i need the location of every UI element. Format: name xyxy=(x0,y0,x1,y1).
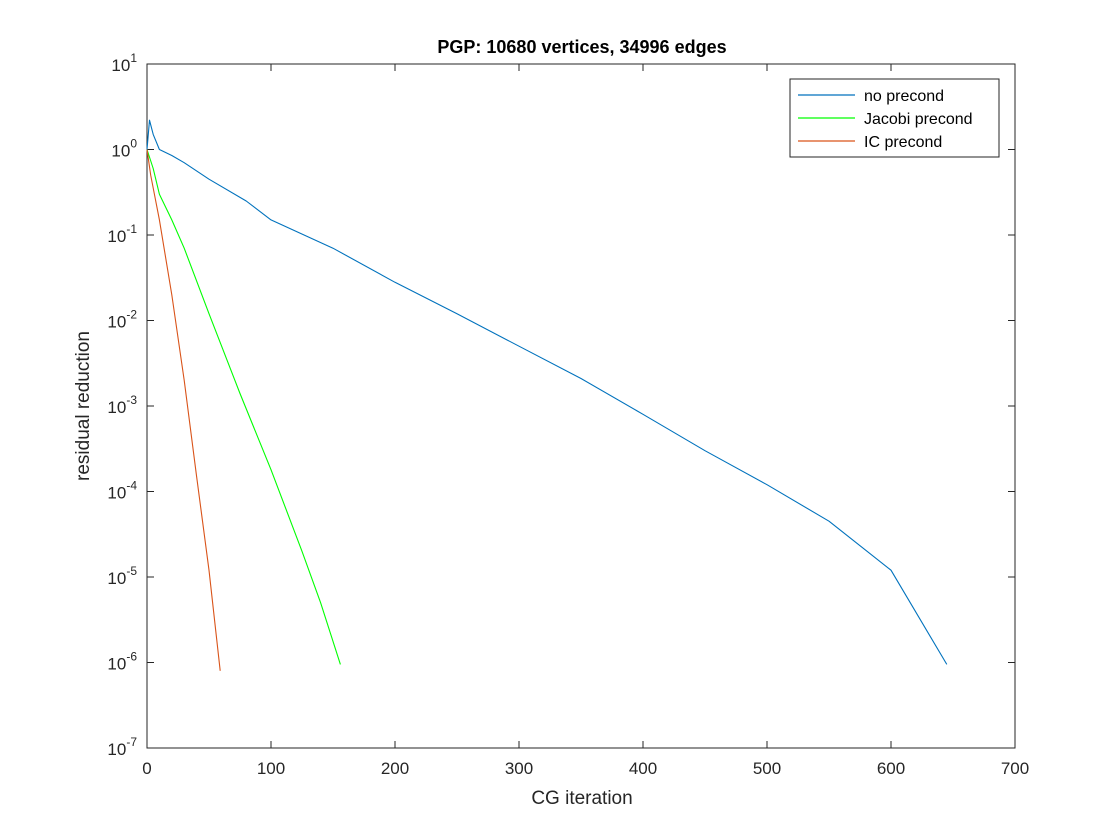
y-tick-label: 10-7 xyxy=(107,735,137,759)
x-tick-label: 0 xyxy=(142,759,151,778)
x-tick-label: 600 xyxy=(877,759,905,778)
x-tick-label: 100 xyxy=(257,759,285,778)
series-lines xyxy=(146,119,948,671)
y-axis-label: residual reduction xyxy=(73,331,94,481)
legend: no precond Jacobi precond IC precond xyxy=(789,78,1000,158)
series-line-3 xyxy=(146,149,221,671)
x-axis-label: CG iteration xyxy=(531,788,632,809)
legend-label: IC precond xyxy=(864,134,942,151)
y-tick-label: 10-4 xyxy=(107,479,137,503)
y-tick-label: 101 xyxy=(111,51,137,75)
x-axis: 0 100 200 300 400 500 600 700 xyxy=(142,64,1029,778)
y-tick-label: 10-6 xyxy=(107,650,137,674)
x-tick-label: 200 xyxy=(381,759,409,778)
series-line-1 xyxy=(146,119,948,665)
chart-title: PGP: 10680 vertices, 34996 edges xyxy=(437,37,726,57)
y-tick-label: 10-1 xyxy=(107,222,137,246)
y-tick-label: 10-5 xyxy=(107,564,137,588)
y-tick-label: 10-2 xyxy=(107,308,137,332)
x-tick-label: 400 xyxy=(629,759,657,778)
y-tick-label: 10-3 xyxy=(107,393,137,417)
y-axis: 101 100 10-1 10-2 10-3 10-4 10-5 10-6 10-7 xyxy=(107,51,1015,759)
legend-label: Jacobi precond xyxy=(864,111,973,128)
x-tick-label: 300 xyxy=(505,759,533,778)
x-tick-label: 700 xyxy=(1001,759,1029,778)
legend-label: no precond xyxy=(864,88,944,105)
series-line-2 xyxy=(146,149,341,665)
x-tick-label: 500 xyxy=(753,759,781,778)
y-tick-label: 100 xyxy=(111,137,137,161)
